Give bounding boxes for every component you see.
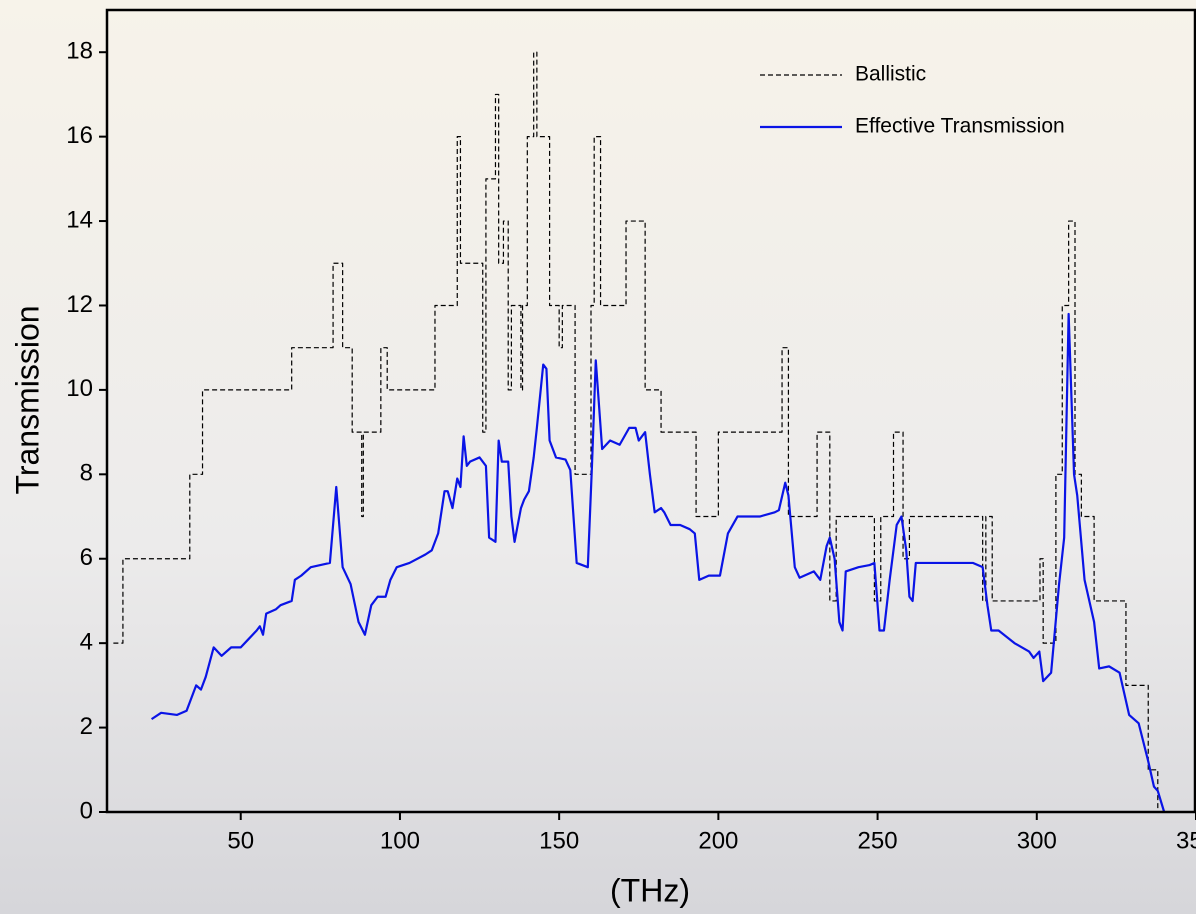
legend-label: Effective Transmission <box>855 115 1065 138</box>
x-tick-label: 350 <box>1176 827 1196 854</box>
y-tick-label: 6 <box>80 544 93 571</box>
plot-frame <box>105 8 1196 814</box>
series-line <box>150 312 1166 813</box>
y-tick-label: 8 <box>80 460 93 487</box>
x-tick-label: 200 <box>698 827 738 854</box>
x-tick-label: 250 <box>858 827 898 854</box>
y-tick-label: 16 <box>66 122 93 149</box>
y-tick-label: 4 <box>80 629 93 656</box>
y-tick-label: 18 <box>66 38 93 65</box>
x-axis-label: (THz) <box>610 872 690 908</box>
y-tick-label: 0 <box>80 797 93 824</box>
series-line <box>113 51 1165 813</box>
y-tick-label: 14 <box>66 206 93 233</box>
legend-label: Ballistic <box>855 63 926 86</box>
y-tick-label: 10 <box>66 375 93 402</box>
x-tick-label: 300 <box>1017 827 1057 854</box>
y-axis-label: Transmission <box>9 305 45 494</box>
x-tick-label: 150 <box>539 827 579 854</box>
y-tick-label: 12 <box>66 291 93 318</box>
x-tick-label: 50 <box>227 827 254 854</box>
x-tick-label: 100 <box>380 827 420 854</box>
y-tick-label: 2 <box>80 713 93 740</box>
